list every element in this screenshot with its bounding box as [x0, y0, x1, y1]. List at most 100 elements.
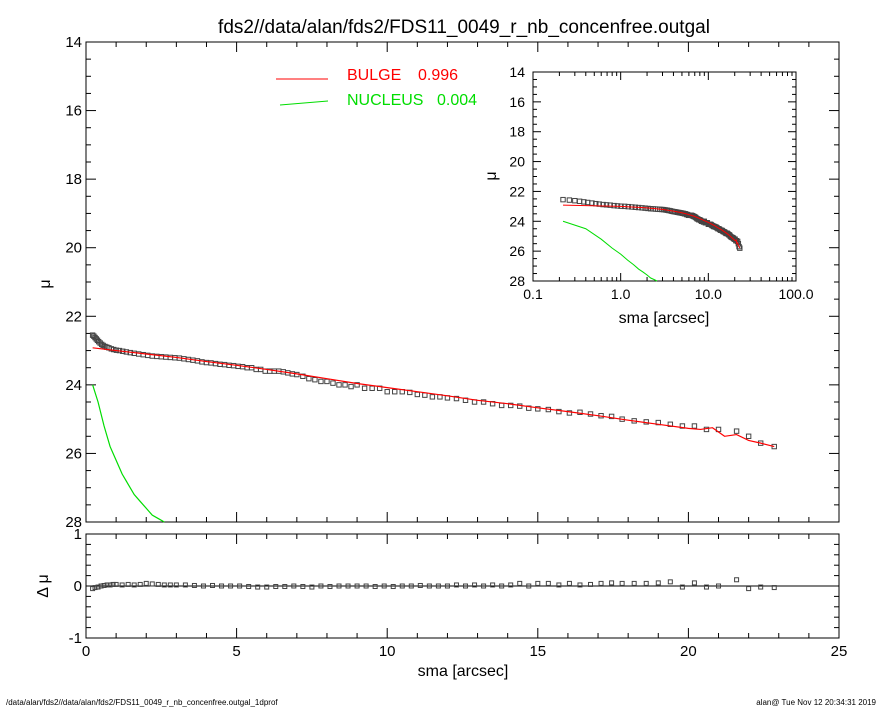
residual-data-point [101, 582, 107, 588]
residual-y-axis-label: Δ μ [35, 574, 52, 597]
main-data-point [300, 373, 306, 379]
inset-x-tick-labels: 0.1 1.0 10.0 100.0 [523, 286, 813, 302]
main-y-tick-label: 16 [65, 103, 82, 120]
residual-data-point [149, 581, 155, 587]
main-axis-ticks [85, 41, 840, 523]
main-data-point [330, 380, 336, 386]
x-tick-label: 5 [232, 643, 240, 660]
legend-nucleus-name: NUCLEUS [347, 92, 423, 109]
residual-data-point [92, 585, 98, 591]
residual-data-point [119, 582, 125, 588]
main-data-point [336, 382, 342, 388]
residual-y-tick-labels: 1 0 -1 [69, 526, 82, 647]
residual-series-group [86, 577, 839, 592]
inset-y-tick-label: 26 [509, 243, 525, 259]
main-data-point [384, 389, 390, 395]
residual-data-point [125, 581, 131, 587]
residual-data-point [237, 583, 243, 589]
main-data-point [679, 423, 686, 429]
residual-data-point [345, 583, 351, 589]
main-data-point [392, 389, 398, 395]
residual-data-point [508, 582, 514, 588]
residual-data-point [609, 580, 615, 586]
residual-data-point [499, 583, 505, 589]
residual-data-point [517, 580, 523, 586]
residual-data-point [463, 583, 469, 589]
residual-data-point [734, 577, 740, 583]
inset-x-tick-label: 100.0 [778, 286, 813, 302]
main-y-axis-label: μ [37, 279, 54, 288]
residual-data-point [667, 579, 673, 585]
residual-data-point [228, 583, 234, 589]
residual-data-point [631, 580, 637, 586]
residual-data-point [291, 583, 297, 589]
residual-data-point [426, 583, 432, 589]
residual-data-point [481, 583, 487, 589]
residual-data-point [273, 584, 279, 590]
main-data-point [361, 385, 368, 391]
inset-nucleus-line [562, 220, 658, 282]
residual-data-point [655, 580, 661, 586]
legend-bulge-name: BULGE [347, 67, 401, 84]
residual-data-point [200, 583, 206, 589]
inset-data-point [737, 245, 743, 251]
inset-data-point [611, 202, 617, 209]
residual-data-point [381, 583, 387, 589]
x-tick-label: 10 [379, 643, 396, 660]
inset-series-group [560, 196, 743, 282]
residual-data-point [435, 583, 441, 589]
inset-data-point [736, 243, 742, 250]
residual-data-point [354, 583, 360, 589]
inset-y-tick-label: 14 [509, 64, 525, 80]
inset-data-point [607, 202, 613, 208]
residual-data-point [98, 583, 104, 589]
residual-data-point [588, 581, 594, 587]
main-data-point [324, 378, 330, 385]
residual-axis-ticks [85, 533, 840, 639]
inset-bulge-line [563, 204, 741, 249]
main-data-point [429, 394, 436, 400]
inset-y-tick-label: 24 [509, 213, 525, 229]
residual-data-point [490, 582, 496, 588]
inset-y-axis-label: μ [483, 171, 500, 180]
main-data-point [318, 378, 324, 385]
main-y-tick-label: 28 [65, 514, 82, 531]
legend-nucleus-value: 0.004 [437, 92, 477, 109]
main-y-tick-label: 14 [65, 34, 82, 51]
main-data-point [566, 410, 573, 416]
residual-data-point [173, 582, 179, 588]
residual-data-point [444, 583, 450, 589]
residual-data-point [691, 580, 697, 586]
residual-panel: 10-1 0 5 10 15 20 25 Δ μ sma [arcsec] [35, 526, 847, 680]
residual-data-point [327, 584, 333, 590]
main-data-point [348, 383, 354, 390]
main-y-tick-label: 22 [65, 308, 82, 325]
main-data-point [498, 402, 505, 409]
main-data-point [95, 338, 102, 345]
main-y-tick-label: 26 [65, 445, 82, 462]
residual-data-point [390, 584, 396, 590]
residual-data-point [703, 584, 709, 590]
residual-data-point [758, 584, 764, 590]
residual-y-tick-label: -1 [69, 630, 82, 647]
residual-data-point [137, 581, 143, 587]
inset-x-tick-label: 1.0 [611, 286, 631, 302]
inset-x-tick-label: 10.0 [695, 286, 722, 302]
residual-data-point [526, 583, 532, 589]
main-data-point [354, 382, 360, 388]
residual-data-point [679, 584, 685, 590]
inset-data-point [603, 202, 610, 208]
residual-data-point [453, 582, 459, 588]
main-series-group [89, 332, 777, 523]
residual-data-point [318, 583, 324, 589]
residual-data-point [408, 583, 414, 589]
inset-y-tick-labels: 14 16 18 20 22 24 26 28 [509, 64, 525, 289]
inset-y-tick-label: 28 [509, 273, 525, 289]
x-tick-label: 0 [82, 643, 90, 660]
bulge-series-line [92, 347, 775, 448]
residual-data-point [167, 582, 173, 588]
residual-data-point [143, 580, 149, 586]
residual-data-point [104, 582, 110, 588]
residual-data-point [155, 581, 161, 587]
